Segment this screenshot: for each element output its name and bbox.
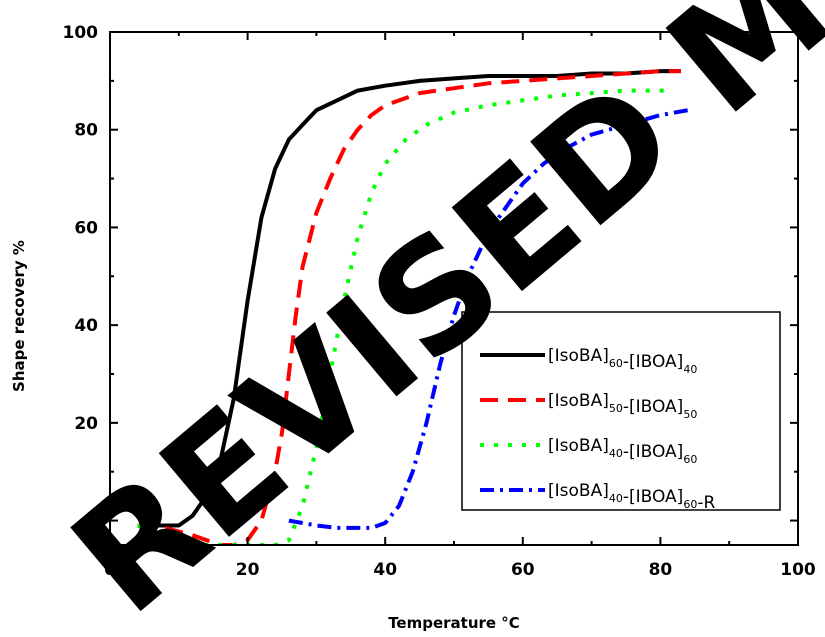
y-tick-label-60: 60 [74,218,98,238]
x-tick-label-40: 40 [373,560,397,580]
legend-label-1: [IsoBA]60-[IBOA]40 [548,346,697,376]
legend-label-3: [IsoBA]40-[IBOA]60 [548,436,697,466]
x-tick-label-20: 20 [236,560,260,580]
y-tick-label-100: 100 [63,23,99,43]
legend-label-4: [IsoBA]40-[IBOA]60-R [548,481,715,513]
series-line-3 [136,88,668,545]
series-line-2 [137,69,681,545]
y-axis-title: Shape recovery % [10,240,28,392]
legend-box [461,311,781,511]
y-tick-label-40: 40 [74,316,98,336]
legend: [IsoBA]60-[IBOA]40 [IsoBA]50-[IBOA]50 [Iso… [461,311,781,513]
y-tick-label-0: 0 [86,512,98,532]
x-axis-title: Temperature °C [388,614,520,632]
legend-label-2: [IsoBA]50-[IBOA]50 [548,391,697,421]
series-line-1 [144,69,681,528]
x-tick-label-60: 60 [511,560,535,580]
x-tick-label-100: 100 [780,560,816,580]
x-tick-label-0: 0 [104,560,116,580]
series-line-4 [288,108,689,530]
y-tick-label-80: 80 [74,121,98,141]
y-tick-label-20: 20 [74,414,98,434]
x-tick-label-80: 80 [649,560,673,580]
